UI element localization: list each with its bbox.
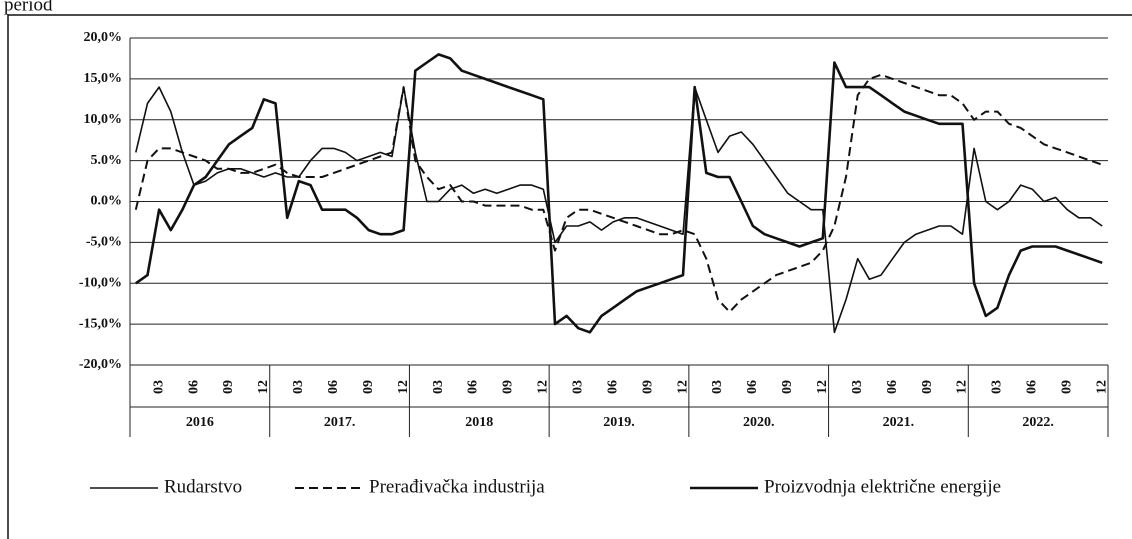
y-tick-label: -5,0% [86,235,122,250]
x-tick-label: 12 [675,380,690,394]
x-tick-label: 03 [850,380,865,394]
year-label: 2016 [186,415,214,430]
y-tick-label: 15,0% [84,71,123,86]
x-tick-label: 09 [221,380,236,394]
x-tick-label: 09 [780,380,795,394]
x-tick-label: 03 [990,380,1005,394]
x-tick-label: 03 [151,380,166,394]
year-label: 2017. [324,415,356,430]
x-tick-label: 03 [570,380,585,394]
year-label: 2021. [883,415,915,430]
x-tick-label: 09 [361,380,376,394]
x-tick-label: 06 [466,380,481,394]
legend-label: Proizvodnja električne energije [764,476,1001,497]
x-tick-label: 09 [1059,380,1074,394]
x-tick-label: 06 [605,380,620,394]
year-label: 2019. [603,415,635,430]
x-tick-label: 12 [955,380,970,394]
x-tick-label: 12 [396,380,411,394]
y-tick-label: 20,0% [84,30,123,45]
x-tick-label: 06 [885,380,900,394]
y-tick-label: 0.0% [91,194,123,209]
year-label: 2022. [1022,415,1054,430]
x-tick-label: 09 [501,380,516,394]
y-tick-label: -20,0% [79,357,122,372]
year-label: 2020. [743,415,775,430]
y-tick-label: 10,0% [84,112,123,127]
y-tick-label: -15,0% [79,316,122,331]
x-tick-label: 12 [256,380,271,394]
legend-label: Prerađivačka industrija [369,476,545,497]
x-tick-label: 12 [536,380,551,394]
chart-frame [7,14,1132,539]
series-line [134,73,1103,313]
x-tick-label: 06 [745,380,760,394]
chart-title: period [4,0,53,15]
x-tick-label: 06 [326,380,341,394]
y-tick-label: 5.0% [91,153,123,168]
year-label: 2018 [465,415,493,430]
x-tick-label: 12 [815,380,830,394]
x-tick-label: 06 [186,380,201,394]
legend-label: Rudarstvo [164,476,242,497]
x-tick-label: 06 [1025,380,1040,394]
x-tick-label: 03 [431,380,446,394]
x-tick-label: 09 [920,380,935,394]
x-tick-label: 03 [710,380,725,394]
y-tick-label: -10,0% [79,275,122,290]
x-tick-label: 12 [1094,380,1109,394]
series-line [135,53,1103,334]
x-tick-label: 09 [640,380,655,394]
x-tick-label: 03 [291,380,306,394]
